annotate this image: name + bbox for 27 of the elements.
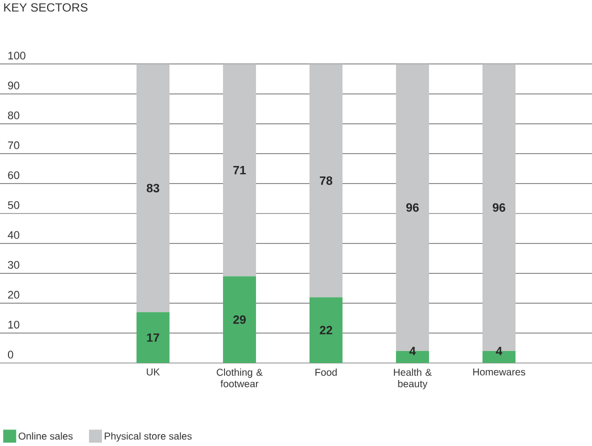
legend-label: Physical store sales (104, 432, 192, 442)
y-tick-label: 40 (8, 231, 20, 239)
y-tick-label: 50 (8, 201, 20, 209)
data-label: 83 (146, 184, 160, 192)
y-tick-label: 10 (8, 320, 20, 329)
chart-title: KEY SECTORS (4, 3, 88, 12)
x-tick-label: Health & beauty (394, 368, 432, 390)
y-tick-label: 20 (8, 290, 20, 299)
data-label: 22 (320, 326, 332, 334)
y-tick-label: 70 (8, 141, 20, 150)
x-tick-label: Clothing & footwear (216, 368, 263, 388)
x-tick-label: Homewares (473, 368, 526, 376)
y-tick-label: 90 (8, 82, 20, 90)
data-label: 96 (492, 203, 506, 212)
y-tick-label: 100 (8, 52, 26, 60)
legend-label: Online sales (18, 432, 73, 440)
x-tick-label: Food (315, 368, 337, 376)
y-tick-label: 60 (8, 171, 20, 180)
y-tick-label: 80 (8, 112, 20, 120)
y-tick-label: 30 (8, 261, 20, 269)
y-tick-label: 0 (8, 350, 14, 358)
data-label: 78 (320, 176, 332, 185)
data-label: 17 (147, 333, 160, 342)
x-tick-label: UK (146, 368, 160, 376)
data-label: 96 (406, 203, 419, 212)
data-label: 71 (233, 166, 246, 174)
data-label: 29 (233, 315, 246, 324)
